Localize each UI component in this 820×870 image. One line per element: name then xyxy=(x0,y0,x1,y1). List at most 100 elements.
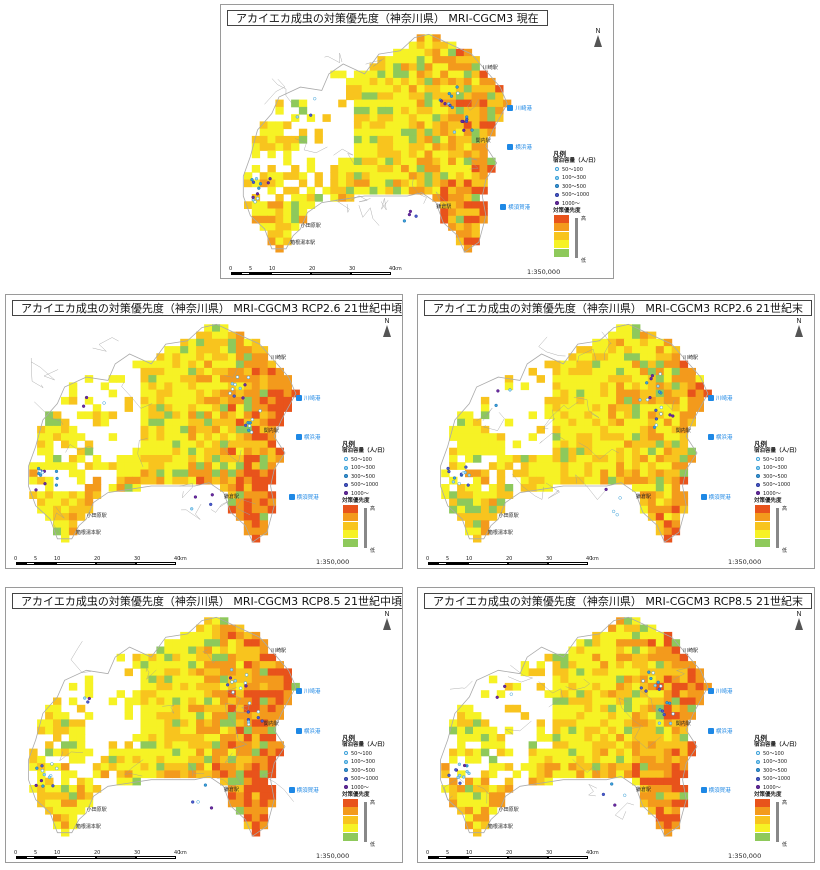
accommodation-marker xyxy=(258,182,263,186)
accommodation-marker xyxy=(83,696,87,700)
accommodation-marker xyxy=(653,683,657,688)
accommodation-marker xyxy=(458,773,462,778)
accommodation-marker xyxy=(241,396,245,400)
legend-capacity-row: 500～1000 xyxy=(342,775,392,784)
port-label-yokosuka-port: 横須賀港 xyxy=(288,786,319,794)
legend-capacity-row: 1000～ xyxy=(342,489,392,498)
accommodation-marker xyxy=(402,219,407,223)
priority-grid xyxy=(29,324,300,543)
municipal-boundary xyxy=(181,503,202,520)
scale-bar: 0 5 10 20 30 40 km xyxy=(14,850,187,860)
accommodation-marker xyxy=(496,389,500,393)
legend-priority-swatch xyxy=(342,513,392,522)
accommodation-marker xyxy=(251,180,256,184)
priority-grid xyxy=(441,324,712,543)
accommodation-marker xyxy=(256,715,260,720)
scale-ratio: 1:350,000 xyxy=(316,558,350,566)
prefecture-boundary xyxy=(440,323,709,543)
municipal-boundary xyxy=(573,397,600,418)
municipal-boundary xyxy=(145,667,157,680)
map-legend: 凡例 宿泊容量（人/日） 50～100 100～300 300～500 500～1000 1… xyxy=(754,440,804,554)
port-label-yokohama-port: 横浜港 xyxy=(295,727,320,735)
legend-capacity-row: 300～500 xyxy=(342,766,392,775)
municipal-boundary xyxy=(601,331,612,361)
accommodation-marker xyxy=(638,398,642,402)
accommodation-marker xyxy=(193,495,198,499)
map-panel-rcp85-end: アカイエカ成虫の対策優先度（神奈川県） MRI-CGCM3 RCP8.5 21世… xyxy=(417,587,815,863)
legend-priority-swatch xyxy=(553,214,603,224)
legend-priority-swatch xyxy=(754,832,804,842)
anchor-icon xyxy=(295,687,302,694)
legend-capacity-row: 50～100 xyxy=(342,749,392,758)
municipal-boundary xyxy=(467,156,479,170)
map-legend: 凡例 宿泊容量（人/日） 50～100 100～300 300～500 500～1000 1… xyxy=(342,440,392,554)
anchor-icon xyxy=(295,394,302,401)
accommodation-marker xyxy=(102,401,106,405)
municipal-boundary xyxy=(565,678,590,691)
scale-ratio: 1:350,000 xyxy=(728,558,762,566)
map-panel-current: アカイエカ成虫の対策優先度（神奈川県） MRI-CGCM3 現在 川崎駅 関内駅鎌… xyxy=(220,4,614,279)
legend-capacity-row: 500～1000 xyxy=(342,481,392,490)
accommodation-marker xyxy=(50,762,54,766)
municipal-boundary xyxy=(59,751,84,762)
anchor-icon xyxy=(507,144,514,151)
accommodation-marker xyxy=(251,195,255,199)
municipal-boundary xyxy=(65,444,94,453)
accommodation-marker xyxy=(232,394,236,398)
accommodation-marker xyxy=(613,803,617,807)
accommodation-marker xyxy=(658,708,662,712)
accommodation-marker xyxy=(209,806,214,810)
accommodation-marker xyxy=(239,686,243,690)
accommodation-marker xyxy=(233,382,237,387)
legend-priority-swatch xyxy=(553,231,603,241)
scale-bar: 0 5 10 20 30 40 km xyxy=(426,850,599,860)
accommodation-marker xyxy=(254,177,259,181)
accommodation-marker xyxy=(649,676,653,681)
priority-grid xyxy=(441,617,712,837)
accommodation-marker xyxy=(247,424,252,428)
accommodation-marker xyxy=(35,766,39,770)
municipal-boundary xyxy=(52,506,65,534)
accommodation-marker xyxy=(439,99,444,103)
station-label-kannai: 関内駅 xyxy=(675,427,691,434)
accommodation-marker xyxy=(654,423,658,427)
north-arrow-icon: N xyxy=(591,27,605,47)
municipal-boundary xyxy=(34,401,64,425)
station-label-hakone: 箱根湯本駅 xyxy=(75,823,101,830)
accommodation-marker xyxy=(443,102,447,106)
accommodation-marker xyxy=(448,103,452,108)
legend-capacity-row: 300～500 xyxy=(553,182,603,191)
accommodation-marker xyxy=(656,384,660,388)
kanagawa-map xyxy=(28,616,300,837)
accommodation-marker xyxy=(39,778,44,783)
scale-bar: 0 5 10 20 30 40 km xyxy=(14,556,187,566)
accommodation-marker xyxy=(243,423,248,427)
accommodation-marker xyxy=(43,482,47,486)
municipal-boundary xyxy=(380,198,389,211)
accommodation-marker xyxy=(54,483,59,487)
accommodation-marker xyxy=(451,480,456,484)
accommodation-marker xyxy=(55,766,59,771)
anchor-icon xyxy=(507,104,514,111)
municipal-boundary xyxy=(507,665,534,683)
port-label-yokosuka-port: 横須賀港 xyxy=(288,493,319,501)
accommodation-marker xyxy=(246,375,251,380)
municipal-boundary xyxy=(223,439,242,463)
accommodation-marker xyxy=(610,782,614,786)
accommodation-marker xyxy=(253,200,257,204)
port-label-kawasaki-port: 川崎港 xyxy=(295,394,320,402)
accommodation-marker xyxy=(249,430,254,434)
accommodation-marker xyxy=(230,382,234,386)
accommodation-marker xyxy=(465,769,469,774)
accommodation-marker xyxy=(233,679,237,683)
accommodation-marker xyxy=(246,720,251,724)
accommodation-marker xyxy=(260,719,264,723)
accommodation-marker xyxy=(495,695,499,699)
legend-capacity-row: 100～300 xyxy=(553,174,603,183)
municipal-boundary xyxy=(350,195,371,203)
station-label-kannai: 関内駅 xyxy=(475,137,491,144)
kanagawa-map xyxy=(440,323,712,543)
accommodation-marker xyxy=(244,684,248,688)
municipal-boundary xyxy=(588,783,597,797)
municipal-boundary xyxy=(435,191,450,206)
